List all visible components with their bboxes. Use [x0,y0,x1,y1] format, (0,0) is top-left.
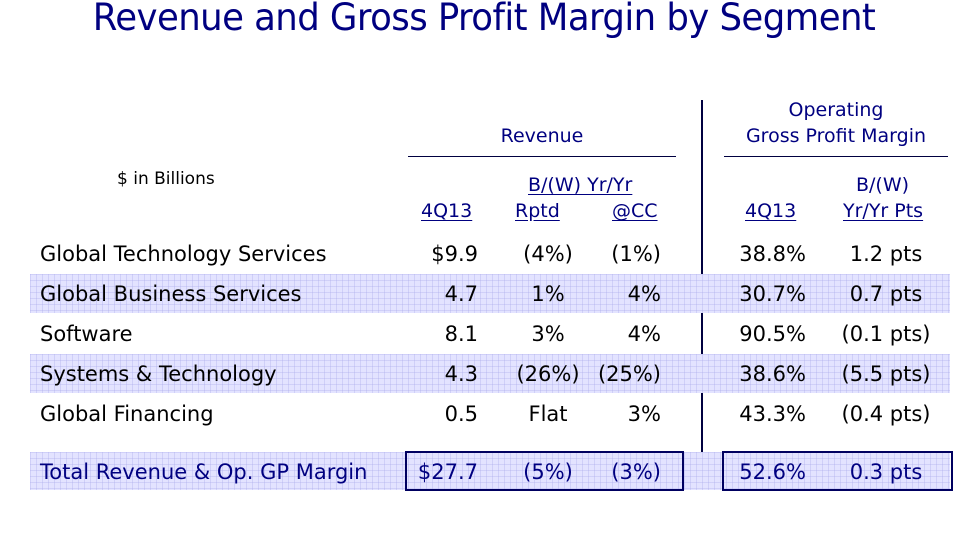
segment-name: Global Business Services [40,282,302,306]
cc-value: 4% [627,282,661,306]
cc-value: 4% [627,322,661,346]
rptd-value: (4%) [523,242,573,266]
total-row-band [30,452,950,490]
gp-change-value: 0.7 pts [849,282,923,306]
total-revenue-value: $27.7 [417,460,478,484]
table-row: Software 8.1 3% 4% 90.5% (0.1 pts) [0,314,968,354]
gp-change-value: 1.2 pts [849,242,923,266]
total-gp-box [722,451,953,491]
revenue-value: 8.1 [444,322,478,346]
gp-margin-value: 38.8% [739,242,806,266]
revenue-value: 4.3 [444,362,478,386]
segment-name: Global Technology Services [40,242,327,266]
total-gp-margin-value: 52.6% [739,460,806,484]
gp-change-value: (5.5 pts) [841,362,931,386]
row-band [30,274,950,313]
total-rptd-value: (5%) [523,460,573,484]
gp-margin-value: 30.7% [739,282,806,306]
total-gp-change-value: 0.3 pts [849,460,923,484]
total-row: Total Revenue & Op. GP Margin $27.7 (5%)… [0,452,968,492]
gp-change-value: (0.4 pts) [841,402,931,426]
segment-name: Global Financing [40,402,214,426]
gp-group-header-line2: Gross Profit Margin [745,125,927,147]
rptd-value: Flat [528,402,568,426]
col-header-yr-yr-pts: Yr/Yr Pts [843,200,924,222]
total-cc-value: (3%) [611,460,661,484]
revenue-value: $9.9 [431,242,478,266]
cc-value: (25%) [597,362,661,386]
gp-header-rule [724,156,948,157]
table-row: Global Financing 0.5 Flat 3% 43.3% (0.4 … [0,394,968,434]
table-row: Systems & Technology 4.3 (26%) (25%) 38.… [0,354,968,394]
cc-value: 3% [627,402,661,426]
bw-yr-yr-header: B/(W) Yr/Yr [528,174,633,196]
revenue-group-header: Revenue [500,125,584,147]
table-row: Global Business Services 4.7 1% 4% 30.7%… [0,274,968,314]
total-label: Total Revenue & Op. GP Margin [40,460,368,484]
cc-value: (1%) [611,242,661,266]
units-note: $ in Billions [117,169,215,189]
revenue-value: 0.5 [444,402,478,426]
gp-group-header-line1: Operating [788,99,884,121]
bw-header: B/(W) [856,174,910,196]
rptd-value: 3% [531,322,565,346]
segment-name: Systems & Technology [40,362,277,386]
total-revenue-box [405,451,684,491]
col-header-rptd: Rptd [515,200,560,222]
row-band [30,354,950,393]
gp-change-value: (0.1 pts) [841,322,931,346]
gp-margin-value: 38.6% [739,362,806,386]
gp-margin-value: 43.3% [739,402,806,426]
rptd-value: 1% [531,282,565,306]
page-title: Revenue and Gross Profit Margin by Segme… [92,0,876,39]
revenue-header-rule [408,156,676,157]
col-header-cc: @CC [612,200,658,222]
col-header-gp-4q13: 4Q13 [745,200,797,222]
table-row: Global Technology Services $9.9 (4%) (1%… [0,234,968,274]
segment-name: Software [40,322,133,346]
rptd-value: (26%) [516,362,580,386]
revenue-value: 4.7 [444,282,478,306]
col-header-revenue-4q13: 4Q13 [421,200,473,222]
gp-margin-value: 90.5% [739,322,806,346]
